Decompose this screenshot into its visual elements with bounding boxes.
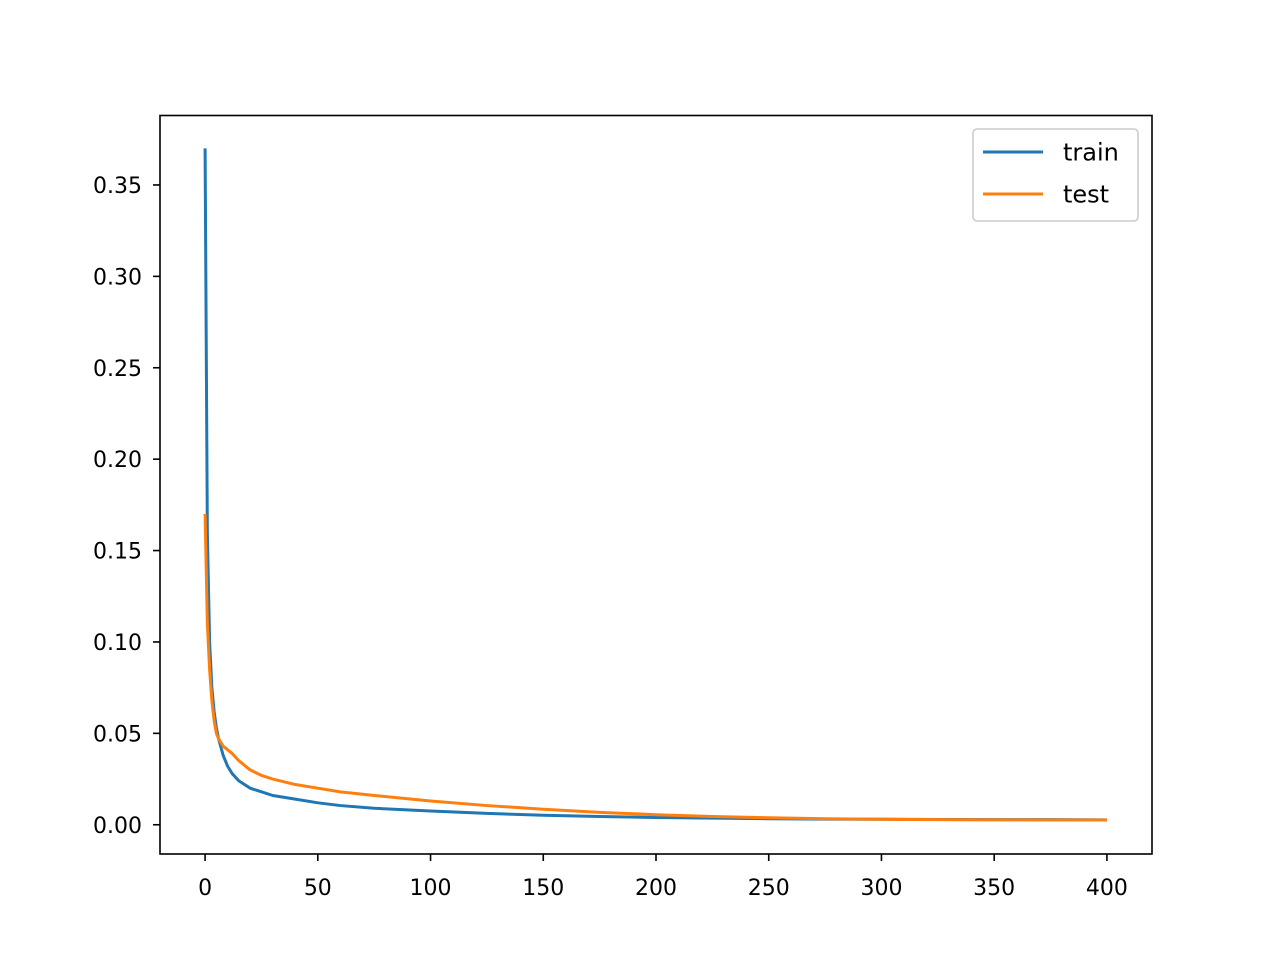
y-tick-label: 0.30 [93,265,142,290]
y-tick-label: 0.10 [93,631,142,656]
legend-label-train: train [1063,139,1119,167]
y-tick-label: 0.20 [93,448,142,473]
x-tick-label: 200 [635,876,677,901]
x-tick-label: 300 [860,876,902,901]
y-tick-label: 0.25 [93,357,142,382]
y-tick-label: 0.00 [93,814,142,839]
x-tick-label: 250 [748,876,790,901]
x-tick-label: 100 [410,876,452,901]
series-line-test [203,513,1107,822]
legend: train test [972,128,1139,222]
legend-label-test: test [1063,181,1109,209]
x-tick-label: 400 [1086,876,1128,901]
x-tick-label: 0 [198,876,212,901]
y-tick-label: 0.35 [93,174,142,199]
series-lines [203,148,1107,822]
y-axis: 0.00 0.05 0.10 0.15 0.20 0.25 0.30 0.35 [93,174,160,839]
x-tick-label: 150 [522,876,564,901]
y-tick-label: 0.15 [93,540,142,565]
x-tick-label: 50 [304,876,332,901]
y-tick-label: 0.05 [93,722,142,747]
x-tick-label: 350 [973,876,1015,901]
x-axis: 0 50 100 150 200 250 300 350 400 [198,854,1128,901]
